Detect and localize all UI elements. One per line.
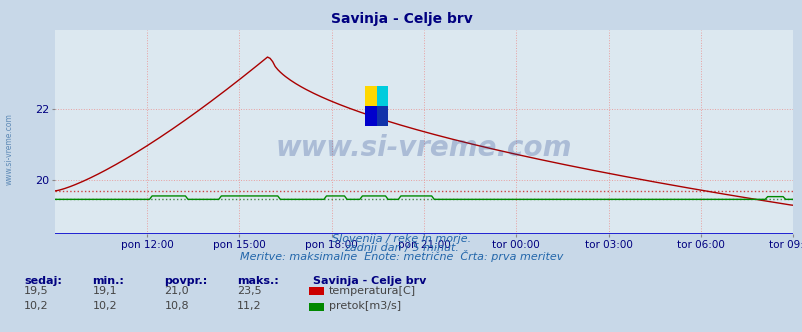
Text: 11,2: 11,2: [237, 301, 261, 311]
Text: Savinja - Celje brv: Savinja - Celje brv: [330, 12, 472, 26]
Text: www.si-vreme.com: www.si-vreme.com: [275, 134, 572, 162]
Polygon shape: [376, 106, 387, 126]
Text: Slovenija / reke in morje.: Slovenija / reke in morje.: [331, 234, 471, 244]
Text: min.:: min.:: [92, 276, 124, 286]
Polygon shape: [376, 86, 387, 106]
Text: pretok[m3/s]: pretok[m3/s]: [329, 301, 401, 311]
Text: 10,8: 10,8: [164, 301, 189, 311]
Text: 10,2: 10,2: [24, 301, 49, 311]
Text: 21,0: 21,0: [164, 286, 189, 296]
Text: sedaj:: sedaj:: [24, 276, 62, 286]
Text: temperatura[C]: temperatura[C]: [329, 286, 415, 296]
Text: www.si-vreme.com: www.si-vreme.com: [5, 114, 14, 185]
Text: 19,1: 19,1: [92, 286, 117, 296]
Text: 19,5: 19,5: [24, 286, 49, 296]
Text: zadnji dan / 5 minut.: zadnji dan / 5 minut.: [343, 243, 459, 253]
Polygon shape: [365, 86, 376, 106]
Text: 23,5: 23,5: [237, 286, 261, 296]
Text: Savinja - Celje brv: Savinja - Celje brv: [313, 276, 426, 286]
Text: maks.:: maks.:: [237, 276, 278, 286]
Polygon shape: [365, 106, 376, 126]
Text: Meritve: maksimalne  Enote: metrične  Črta: prva meritev: Meritve: maksimalne Enote: metrične Črta…: [240, 250, 562, 262]
Text: povpr.:: povpr.:: [164, 276, 208, 286]
Text: 10,2: 10,2: [92, 301, 117, 311]
